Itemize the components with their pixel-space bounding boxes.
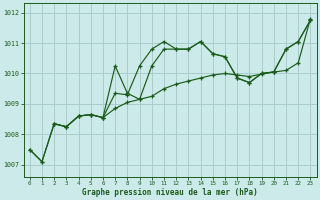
X-axis label: Graphe pression niveau de la mer (hPa): Graphe pression niveau de la mer (hPa) (82, 188, 258, 197)
